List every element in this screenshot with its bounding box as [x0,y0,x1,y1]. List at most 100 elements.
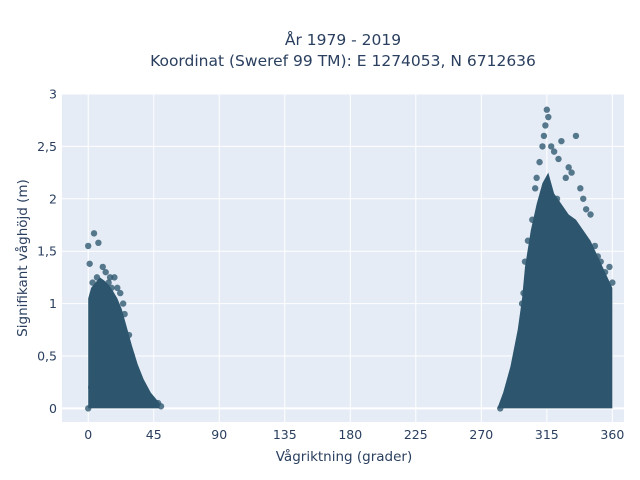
data-point [85,405,92,412]
data-point [591,242,599,250]
x-tick-label: 315 [535,427,559,442]
x-tick-label: 180 [338,427,362,442]
data-point [114,373,121,381]
y-tick-label: 0,5 [37,348,57,363]
data-point [87,384,95,391]
data-point [521,352,529,360]
data-point [137,378,144,386]
data-point [577,185,584,192]
data-point [95,239,102,247]
data-point [550,148,558,155]
data-point [128,352,136,360]
data-points [85,106,616,412]
data-point [562,174,569,182]
data-point [92,300,99,307]
data-point [520,289,527,297]
y-tick-labels: 0 0,5 1 1,5 2 2,5 3 [37,87,57,416]
data-point [597,258,604,265]
density-clusters [88,172,613,409]
data-point [85,242,92,250]
data-point [601,384,609,391]
y-tick-label: 3 [49,87,57,102]
data-point [587,363,594,370]
data-point [594,253,601,260]
data-point [594,321,601,328]
x-axis-label: Vågriktning (grader) [276,448,413,465]
data-point [553,195,561,202]
data-point [536,158,543,166]
data-point [580,195,587,202]
data-point [133,368,140,375]
data-point [580,247,587,255]
data-point [514,352,521,360]
data-point [521,258,529,265]
y-tick-label: 2,5 [37,139,57,154]
data-point [143,389,150,396]
chart-title-line2: Koordinat (Sweref 99 TM): E 1274053, N 6… [150,52,536,70]
data-point [548,143,555,150]
x-tick-labels: 0 45 90 135 180 225 270 315 360 [84,427,624,442]
data-point [587,211,594,218]
data-point [572,132,580,140]
data-point [558,137,565,145]
data-point [555,155,562,163]
data-point [531,185,539,192]
data-point [533,174,540,182]
data-point [111,274,118,281]
data-point [529,216,536,223]
data-point [606,263,613,271]
data-point [102,268,109,276]
data-point [507,384,514,391]
data-point [518,300,526,307]
y-axis-label: Signifikant våghöjd (m) [14,179,31,337]
chart-title-line1: År 1979 - 2019 [285,30,401,49]
data-point [119,300,127,307]
data-point [565,300,572,307]
data-point [609,279,616,286]
data-point [108,284,115,292]
data-point [157,403,165,410]
data-point [121,310,128,318]
data-point [125,331,133,339]
y-tick-label: 1,5 [37,244,57,259]
data-point [539,143,546,150]
data-point [99,263,106,271]
x-tick-label: 0 [84,427,92,442]
data-point [601,268,609,276]
data-point [93,274,101,281]
x-tick-label: 90 [211,427,227,442]
data-point [90,230,98,237]
data-point [568,169,575,176]
data-point [102,352,109,360]
data-point [540,132,548,140]
x-tick-label: 225 [404,427,428,442]
x-tick-label: 135 [273,427,297,442]
x-tick-label: 45 [146,427,162,442]
data-point [114,284,121,292]
data-point [117,289,124,297]
data-point [545,113,552,121]
data-point [93,342,101,349]
data-point [105,279,112,286]
data-point [89,279,96,286]
data-point [149,396,156,404]
y-tick-label: 2 [49,191,57,206]
data-point [550,216,558,223]
data-point [497,405,504,412]
cluster-north-east [88,277,160,409]
data-point [542,122,549,129]
data-point [582,206,590,213]
data-point [96,321,104,328]
data-point [524,237,532,244]
data-point [565,164,572,171]
data-point [543,106,551,113]
y-tick-label: 0 [49,401,57,416]
data-point [90,363,98,370]
x-tick-label: 270 [469,427,493,442]
y-tick-label: 1 [49,296,57,311]
x-tick-label: 360 [600,427,624,442]
data-point [536,373,543,381]
data-point [95,289,102,297]
data-point [86,260,93,267]
